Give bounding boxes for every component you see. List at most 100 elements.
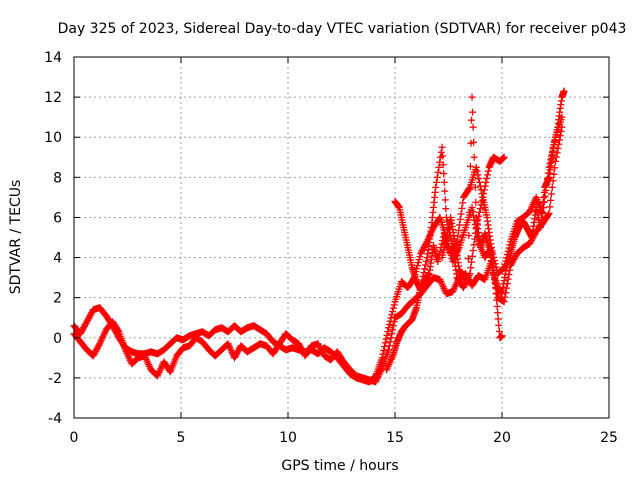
data-point-marker xyxy=(296,343,304,351)
data-point-marker xyxy=(76,330,84,338)
data-point-marker xyxy=(319,349,327,357)
data-point-marker xyxy=(235,346,243,354)
data-point-marker xyxy=(470,241,478,249)
y-tick-label: 4 xyxy=(53,251,62,267)
data-point-marker xyxy=(471,235,479,243)
data-point-marker xyxy=(386,338,394,346)
data-point-marker xyxy=(553,149,561,157)
data-point-marker xyxy=(432,178,440,186)
data-point-marker xyxy=(465,185,473,193)
data-point-marker xyxy=(385,346,393,354)
data-point-marker xyxy=(476,208,484,216)
data-point-marker xyxy=(544,211,552,219)
data-point-marker xyxy=(546,203,554,211)
data-point-marker xyxy=(527,238,535,246)
data-point-marker xyxy=(483,175,491,183)
x-tick-label: 20 xyxy=(493,430,511,446)
data-point-marker xyxy=(472,198,480,206)
data-point-marker xyxy=(475,175,483,183)
data-point-marker xyxy=(482,178,490,186)
data-point-marker xyxy=(457,210,465,218)
data-point-marker xyxy=(500,298,508,306)
y-tick-label: 10 xyxy=(44,130,62,146)
data-point-marker xyxy=(385,320,393,328)
data-point-marker xyxy=(456,215,464,223)
data-point-marker xyxy=(438,143,446,151)
data-point-marker xyxy=(503,284,511,292)
data-point-marker xyxy=(92,347,100,355)
data-point-marker xyxy=(388,311,396,319)
x-tick-label: 10 xyxy=(279,430,297,446)
y-tick-label: -4 xyxy=(48,411,62,427)
data-point-marker xyxy=(433,173,441,181)
data-point-marker xyxy=(494,309,502,317)
data-point-marker xyxy=(455,221,463,229)
y-tick-label: 0 xyxy=(53,331,62,347)
y-tick-label: 8 xyxy=(53,170,62,186)
data-point-marker xyxy=(316,344,324,352)
data-point-marker xyxy=(421,261,429,269)
data-point-marker xyxy=(389,322,397,330)
data-point-marker xyxy=(455,226,463,234)
data-point-marker xyxy=(448,247,456,255)
data-point-marker xyxy=(232,351,240,359)
data-point-marker xyxy=(464,278,472,286)
data-point-marker xyxy=(435,215,443,223)
data-point-marker xyxy=(468,93,476,101)
data-point-marker xyxy=(89,352,97,360)
data-point-marker xyxy=(417,250,425,258)
data-point-marker xyxy=(468,258,476,266)
data-point-marker xyxy=(471,183,479,191)
y-tick-label: 14 xyxy=(44,50,62,66)
data-point-marker xyxy=(296,341,304,349)
data-point-marker xyxy=(468,116,476,124)
data-point-marker xyxy=(417,248,425,256)
data-point-marker xyxy=(421,265,429,273)
data-point-marker xyxy=(418,247,426,255)
data-point-marker xyxy=(434,258,442,266)
data-point-marker xyxy=(234,348,242,356)
y-tick-label: 12 xyxy=(44,90,62,106)
data-point-marker xyxy=(84,316,92,324)
data-point-marker xyxy=(382,335,390,343)
data-point-marker xyxy=(477,186,485,194)
chart-title: Day 325 of 2023, Sidereal Day-to-day VTE… xyxy=(58,21,627,37)
data-point-marker xyxy=(492,290,500,298)
data-point-marker xyxy=(298,346,306,354)
data-point-marker xyxy=(381,339,389,347)
data-point-marker xyxy=(84,315,92,323)
data-point-marker xyxy=(467,264,475,272)
data-point-marker xyxy=(434,168,442,176)
data-point-marker xyxy=(384,328,392,336)
data-point-marker xyxy=(82,319,90,327)
data-point-marker xyxy=(495,328,503,336)
data-point-marker xyxy=(469,247,477,255)
data-point-marker xyxy=(78,327,86,335)
data-point-marker xyxy=(86,312,94,320)
data-point-marker xyxy=(511,253,519,261)
data-point-marker xyxy=(468,203,476,211)
data-point-marker xyxy=(440,178,448,186)
data-point-marker xyxy=(500,153,508,161)
data-point-marker xyxy=(387,334,395,342)
data-point-marker xyxy=(552,157,559,165)
data-point-marker xyxy=(550,170,558,178)
axis-ticks xyxy=(73,56,610,419)
x-tick-label: 15 xyxy=(386,430,404,446)
y-axis-label: SDTVAR / TECUs xyxy=(8,180,24,295)
data-point-marker xyxy=(317,346,325,354)
data-point-marker xyxy=(469,208,477,216)
data-point-marker xyxy=(547,196,555,204)
data-point-marker xyxy=(389,326,397,334)
data-point-marker xyxy=(494,315,502,323)
data-point-marker xyxy=(85,313,93,321)
data-point-marker xyxy=(437,148,445,156)
data-point-marker xyxy=(439,152,447,160)
data-point-marker xyxy=(385,342,393,350)
data-point-marker xyxy=(511,254,519,262)
data-point-marker xyxy=(94,343,102,351)
data-point-marker xyxy=(419,245,427,253)
data-point-marker xyxy=(441,196,449,204)
data-point-marker xyxy=(469,108,477,116)
